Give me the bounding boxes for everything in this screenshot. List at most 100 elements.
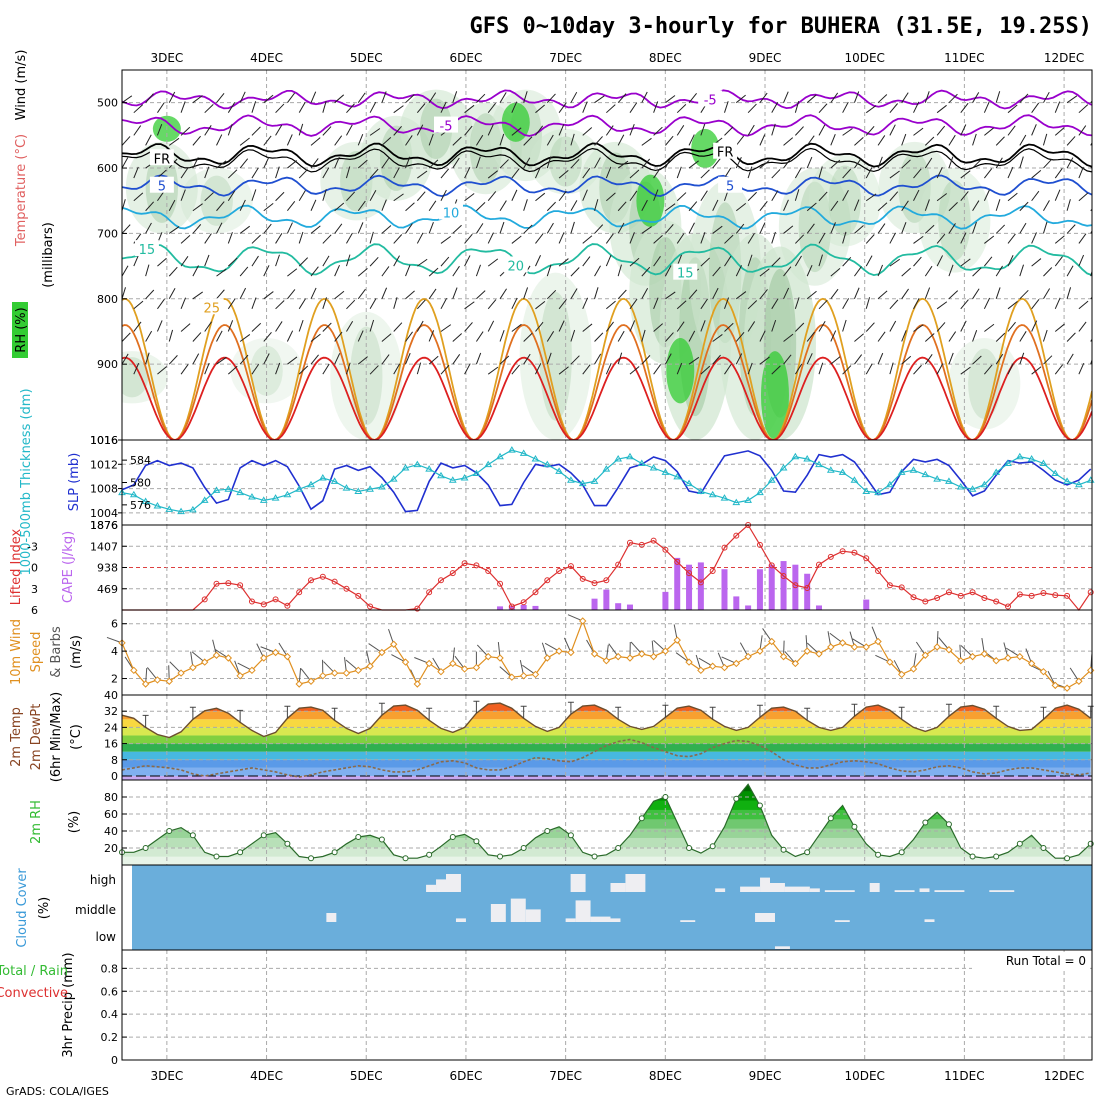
- wind-barb: [381, 136, 392, 146]
- top-date-label: 12DEC: [1044, 51, 1084, 65]
- wind-barb: [216, 356, 227, 365]
- wind-barb: [346, 124, 353, 136]
- wind-barb: [747, 300, 758, 310]
- lifted-index-marker: [225, 580, 232, 587]
- lifted-index-marker: [662, 546, 669, 553]
- wind-barb: [286, 200, 296, 212]
- wind-barb: [712, 266, 721, 277]
- wind-barb: [286, 92, 296, 103]
- wind-barb: [263, 331, 272, 342]
- wind-barb: [452, 157, 460, 169]
- top-date-label: 9DEC: [749, 51, 782, 65]
- wind-barb: [263, 202, 274, 212]
- wind-barb: [1078, 125, 1087, 136]
- lifted-index-marker: [851, 549, 858, 556]
- contour-label-bg: [718, 176, 743, 193]
- wind-barb: [676, 233, 685, 244]
- rh-marker: [308, 855, 315, 862]
- wind-barb: [1043, 267, 1053, 277]
- wind-barb: [357, 200, 366, 212]
- wind-barb: [629, 102, 638, 113]
- wind-barb: [1031, 190, 1040, 202]
- wind-speed-marker: [153, 676, 162, 684]
- wind-barb: [122, 287, 126, 299]
- cloud-block: [869, 883, 880, 892]
- wind-barb: [665, 291, 676, 300]
- wind-barb: [795, 126, 804, 136]
- wind-barb: [511, 297, 518, 310]
- lifted-index-marker: [733, 532, 740, 539]
- wind-barb: [511, 127, 522, 136]
- wind-barb: [1019, 331, 1027, 342]
- wind-barb: [676, 362, 683, 375]
- wind-barb: [735, 291, 747, 300]
- cape-bar: [686, 564, 693, 610]
- wind-barb: [440, 324, 452, 332]
- li-tick-label: 6: [31, 604, 38, 617]
- thickness-marker: [862, 487, 871, 494]
- wind-barb: [381, 333, 392, 342]
- wind-barb: [227, 169, 238, 179]
- wind-barb: [747, 254, 753, 267]
- thickness-marker: [153, 502, 162, 509]
- wind-barb: [440, 297, 448, 310]
- wind-barb: [818, 166, 823, 179]
- lifted-index-marker: [910, 594, 917, 601]
- wind-barb: [783, 266, 792, 277]
- wind-barb: [145, 93, 154, 104]
- wind-barb: [476, 93, 486, 104]
- wind-speed-marker: [980, 650, 989, 658]
- wind-barb: [960, 170, 971, 179]
- wind-barb: [641, 329, 646, 342]
- temp-minmax-whisker: [331, 707, 338, 721]
- wind-barb: [936, 233, 946, 244]
- wind-barb: [416, 124, 424, 136]
- rh-high-shading: [666, 338, 695, 404]
- wind-barb: [653, 235, 663, 244]
- wind-barb: [464, 167, 471, 179]
- wind-barb: [475, 156, 481, 169]
- wind-barb: [972, 133, 977, 146]
- surface-wind-barb: [784, 651, 796, 664]
- ytick-label: 8: [111, 754, 118, 767]
- wind-speed-marker: [827, 643, 835, 651]
- wind-barb: [1078, 363, 1085, 375]
- wind-barb: [865, 193, 877, 202]
- thickness-marker: [543, 460, 552, 468]
- temp-color-band: [122, 767, 1091, 776]
- cape-tick-label: 1876: [90, 519, 118, 532]
- wind-barb: [1007, 125, 1016, 136]
- wind-barb: [606, 300, 616, 310]
- lifted-index-marker: [922, 598, 929, 605]
- wind-barb: [558, 232, 565, 244]
- rh-marker: [189, 832, 196, 839]
- rh-marker: [615, 845, 622, 851]
- rh-marker: [142, 845, 149, 851]
- wind-barb: [192, 291, 203, 300]
- temp-minmax-whisker: [426, 707, 433, 721]
- wind-barb: [570, 288, 578, 300]
- thickness-marker: [271, 494, 280, 501]
- lifted-index-marker: [721, 544, 728, 551]
- wind-barb: [546, 156, 552, 169]
- wind-barb: [286, 222, 293, 234]
- cape-bar: [591, 598, 598, 610]
- wind-barb: [735, 156, 742, 169]
- slp-tick-label: 1012: [90, 458, 118, 471]
- wind-barb: [334, 135, 343, 146]
- wind-barb: [582, 189, 588, 201]
- thickness-marker: [673, 472, 682, 480]
- temp-axis-title: 2m Temp: [9, 707, 24, 767]
- wind-barb: [275, 124, 283, 136]
- wind-barb: [747, 362, 753, 375]
- wind-barb: [192, 157, 199, 169]
- wind-barb: [913, 324, 924, 332]
- thickness-marker: [236, 488, 245, 496]
- wind-barb: [842, 101, 849, 113]
- cloud-axis-title-2: (%): [37, 897, 52, 920]
- wind-barb: [381, 225, 392, 234]
- wind-panel: 2 4 6 10m Wind Speed & Barbs (m/s): [9, 609, 1095, 696]
- wind-barb: [122, 224, 131, 234]
- wind-barb: [877, 264, 884, 277]
